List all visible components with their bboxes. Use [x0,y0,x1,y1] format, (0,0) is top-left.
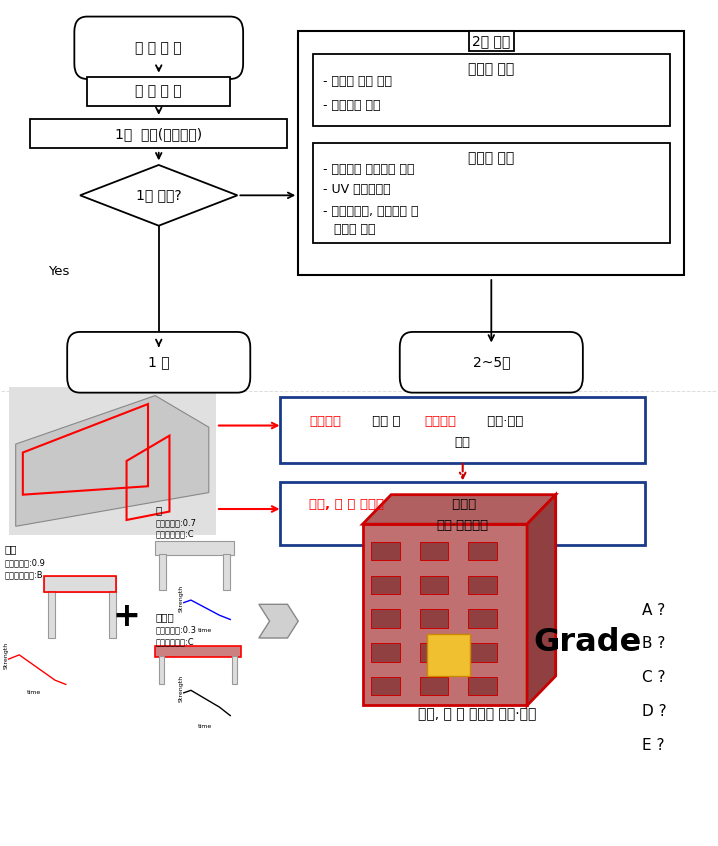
Text: 수열온도: 수열온도 [309,415,341,428]
Bar [159,553,166,590]
Text: +: + [113,601,141,634]
Text: Strength: Strength [4,641,9,668]
FancyBboxPatch shape [280,481,645,545]
Text: A ?: A ? [641,602,665,618]
Polygon shape [16,396,209,526]
Text: 화재피해등급:C: 화재피해등급:C [155,637,194,645]
Text: No: No [298,179,316,192]
FancyBboxPatch shape [9,387,216,535]
Text: Strength: Strength [179,675,184,702]
FancyBboxPatch shape [75,17,243,79]
Text: 부재중요도:0.3: 부재중요도:0.3 [155,625,196,634]
FancyBboxPatch shape [67,332,251,393]
Bar [363,525,527,706]
Bar [468,542,497,560]
Text: 실시: 실시 [454,436,471,449]
Text: - 콘크리트 코어채취 실험: - 콘크리트 코어채취 실험 [323,162,415,176]
Text: 기둥: 기둥 [5,545,17,554]
Text: - 탄산가스량, 탄산가스 재: - 탄산가스량, 탄산가스 재 [323,205,419,218]
Text: 진단·평가실시: 진단·평가실시 [437,519,489,531]
Text: 슬래브: 슬래브 [155,612,174,622]
Bar [420,575,449,594]
Bar [420,609,449,628]
FancyBboxPatch shape [280,397,645,463]
Text: C ?: C ? [641,670,665,685]
Text: - 반발경도 시험: - 반발경도 시험 [323,99,381,112]
Bar [30,119,287,148]
Polygon shape [363,495,556,525]
Text: time: time [198,724,213,729]
Text: 진단·평가: 진단·평가 [482,415,523,428]
Text: 보: 보 [155,505,162,515]
Text: 구획, 층 및 건축물: 구획, 층 및 건축물 [309,498,384,511]
Text: 간단한 조사: 간단한 조사 [468,63,514,76]
Text: 1급 인가?: 1급 인가? [136,189,182,202]
Bar [232,656,238,684]
Text: B ?: B ? [641,636,665,651]
Text: 부재단위: 부재단위 [425,415,457,428]
Bar [298,31,684,276]
Text: 상세한 조사: 상세한 조사 [468,151,514,165]
Text: Yes: Yes [48,265,69,277]
Text: 화재피해등급:B: 화재피해등급:B [5,570,44,580]
Bar [155,646,241,656]
Text: 구획, 층 및 건축물 진단·평가: 구획, 층 및 건축물 진단·평가 [418,707,536,721]
Bar [87,77,230,106]
Bar [427,634,470,676]
Bar [371,609,400,628]
Text: 부재중요도:0.7: 부재중요도:0.7 [155,518,196,527]
Bar [312,54,670,126]
Text: 1 급: 1 급 [148,355,169,370]
Bar [420,542,449,560]
Text: 예 비 조 사: 예 비 조 사 [136,85,182,99]
Polygon shape [259,604,298,638]
Bar [420,677,449,695]
Bar [468,575,497,594]
Text: Strength: Strength [179,585,184,612]
Text: 흡수량 측정: 흡수량 측정 [334,223,376,236]
Bar [371,542,400,560]
Text: 화 재 발 생: 화 재 발 생 [136,41,182,55]
Text: 추정 및: 추정 및 [368,415,405,428]
Text: 2차 조사: 2차 조사 [472,34,510,48]
Text: time: time [27,690,41,695]
Text: 단위의: 단위의 [449,498,477,511]
FancyBboxPatch shape [400,332,583,393]
Bar [155,541,234,554]
Bar [468,643,497,662]
Text: Grade: Grade [533,627,642,657]
Bar [371,643,400,662]
Bar [159,656,164,684]
Text: time: time [198,628,213,633]
Text: 1차  조사(육안조사): 1차 조사(육안조사) [115,127,202,140]
Bar [371,575,400,594]
Text: 부재중요도:0.9: 부재중요도:0.9 [5,558,46,568]
Text: 2~5급: 2~5급 [472,355,510,370]
Text: - UV 스펙트럼법: - UV 스펙트럼법 [323,183,391,196]
Text: D ?: D ? [641,704,666,719]
Polygon shape [527,495,556,706]
Bar [45,576,116,591]
Bar [468,677,497,695]
Bar [468,609,497,628]
Bar [108,591,116,638]
Text: 화재피해등급:C: 화재피해등급:C [155,530,194,539]
Text: E ?: E ? [641,738,664,753]
Polygon shape [80,165,238,226]
Bar [420,643,449,662]
Text: - 중성화 깊이 측정: - 중성화 깊이 측정 [323,75,392,88]
Bar [371,677,400,695]
Bar [312,143,670,243]
Bar [223,553,230,590]
Bar [45,576,116,591]
Bar [48,591,55,638]
